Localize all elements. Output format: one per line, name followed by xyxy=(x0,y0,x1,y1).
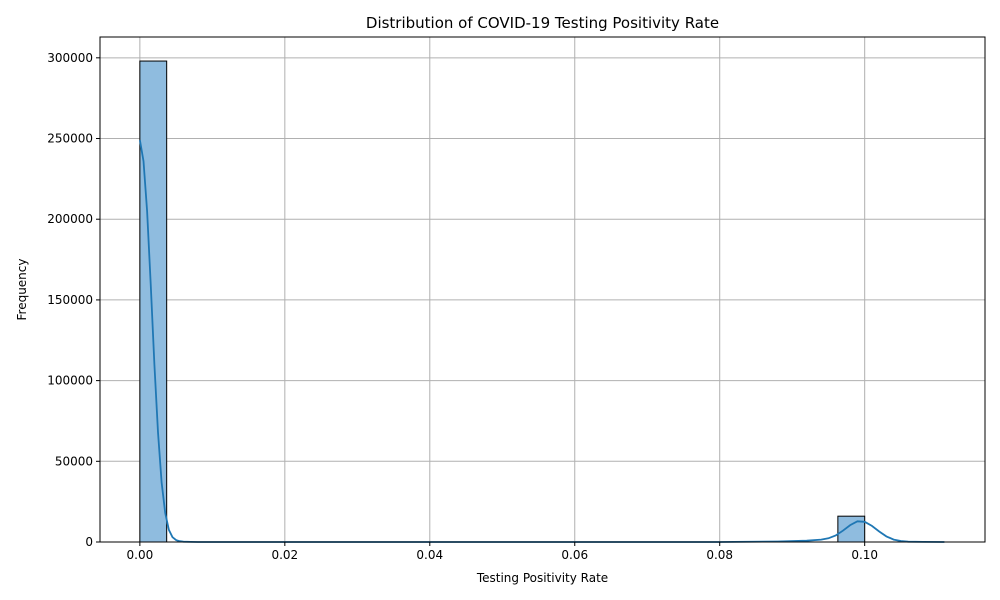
x-tick-label: 0.02 xyxy=(271,548,298,562)
histogram-bar xyxy=(837,515,866,543)
chart-title: Distribution of COVID-19 Testing Positiv… xyxy=(366,14,719,32)
x-axis-ticks: 0.00 0.02 0.04 0.06 0.08 0.10 xyxy=(127,542,878,562)
x-tick-label: 0.00 xyxy=(127,548,154,562)
y-tick-label: 150000 xyxy=(47,293,93,307)
y-tick-label: 250000 xyxy=(47,132,93,146)
histogram-bar xyxy=(139,60,168,543)
x-axis-label: Testing Positivity Rate xyxy=(476,571,608,585)
plot-frame xyxy=(99,36,986,543)
grid-lines xyxy=(100,37,985,543)
kde-curve xyxy=(139,139,945,543)
x-tick-label: 0.08 xyxy=(706,548,733,562)
y-tick-label: 300000 xyxy=(47,51,93,65)
x-tick-label: 0.06 xyxy=(561,548,588,562)
y-tick-label: 0 xyxy=(85,535,93,549)
x-tick-label: 0.04 xyxy=(416,548,443,562)
y-tick-label: 100000 xyxy=(47,374,93,388)
x-tick-label: 0.10 xyxy=(851,548,878,562)
y-tick-label: 50000 xyxy=(55,454,93,468)
y-tick-label: 200000 xyxy=(47,212,93,226)
y-axis-ticks: 0 50000 100000 150000 200000 250000 300000 xyxy=(47,51,100,549)
y-axis-label: Frequency xyxy=(15,259,29,321)
histogram-bars xyxy=(139,60,866,543)
